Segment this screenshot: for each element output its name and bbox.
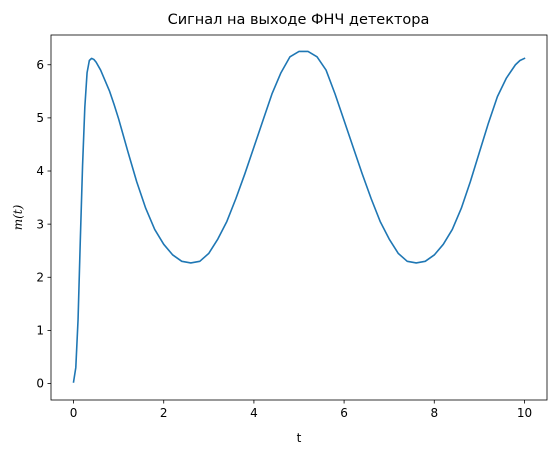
chart-title: Сигнал на выходе ФНЧ детектора <box>168 12 430 28</box>
y-tick-label: 1 <box>36 324 44 338</box>
y-axis-label: m(t) <box>11 204 25 230</box>
x-tick-label: 6 <box>340 406 348 420</box>
x-tick-label: 2 <box>160 406 168 420</box>
x-axis-label: t <box>297 431 302 445</box>
x-tick-label: 4 <box>250 406 258 420</box>
y-tick-label: 4 <box>36 164 44 178</box>
y-tick-label: 3 <box>36 217 44 231</box>
y-tick-label: 0 <box>36 377 44 391</box>
x-axis: 0 2 4 6 8 10 <box>70 400 532 420</box>
x-tick-label: 0 <box>70 406 78 420</box>
plot-frame <box>50 34 548 401</box>
series-line <box>72 50 526 383</box>
y-axis: 0 1 2 3 4 5 6 <box>36 58 51 391</box>
y-tick-label: 2 <box>36 270 44 284</box>
y-tick-label: 6 <box>36 58 44 72</box>
y-tick-label: 5 <box>36 111 44 125</box>
x-tick-label: 8 <box>430 406 438 420</box>
x-tick-label: 10 <box>517 406 532 420</box>
series-layer <box>72 50 526 383</box>
